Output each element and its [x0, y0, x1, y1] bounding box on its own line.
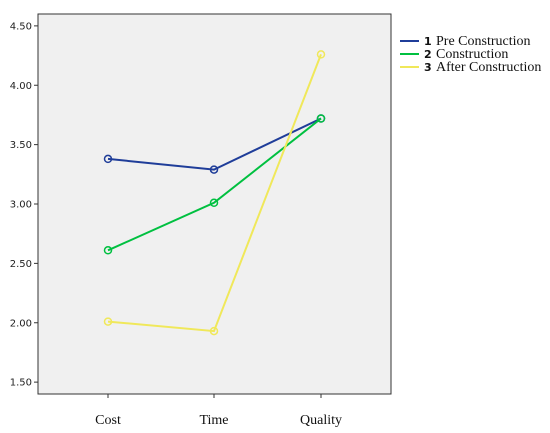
legend-label: After Construction [436, 60, 541, 75]
legend-number: 2 [424, 48, 432, 61]
data-point [103, 317, 113, 326]
x-tick-label: Time [199, 413, 228, 428]
plot-area [37, 13, 392, 395]
y-tick-label: 1.50 [10, 378, 32, 389]
y-tick-label: 4.50 [10, 21, 32, 32]
x-tick-label: Quality [300, 413, 342, 428]
legend: 1 Pre Construction 2 Construction 3 After Con… [400, 34, 541, 75]
legend-number: 3 [424, 61, 432, 74]
legend-label: Pre Construction [436, 34, 531, 49]
legend-label: Construction [436, 47, 508, 62]
y-tick-label: 4.00 [10, 81, 32, 92]
series-group [103, 50, 326, 336]
data-point [316, 114, 326, 123]
series-line-3 [107, 54, 322, 333]
y-tick-label: 2.50 [10, 259, 32, 270]
data-point [103, 246, 113, 255]
data-point [209, 326, 219, 336]
y-tick-label: 2.00 [10, 318, 32, 329]
series-line-1 [107, 117, 322, 171]
x-tick-label: Cost [95, 413, 121, 428]
y-tick-label: 3.00 [10, 200, 32, 211]
data-point [209, 198, 219, 208]
data-point [103, 154, 113, 164]
x-axis: Cost Time Quality [95, 394, 342, 428]
data-point [209, 165, 219, 174]
legend-number: 1 [424, 35, 432, 48]
y-tick-label: 3.50 [10, 140, 32, 151]
data-point [316, 50, 326, 59]
y-axis: 1.50 2.00 2.50 3.00 3.50 4.00 4.50 [10, 21, 38, 389]
